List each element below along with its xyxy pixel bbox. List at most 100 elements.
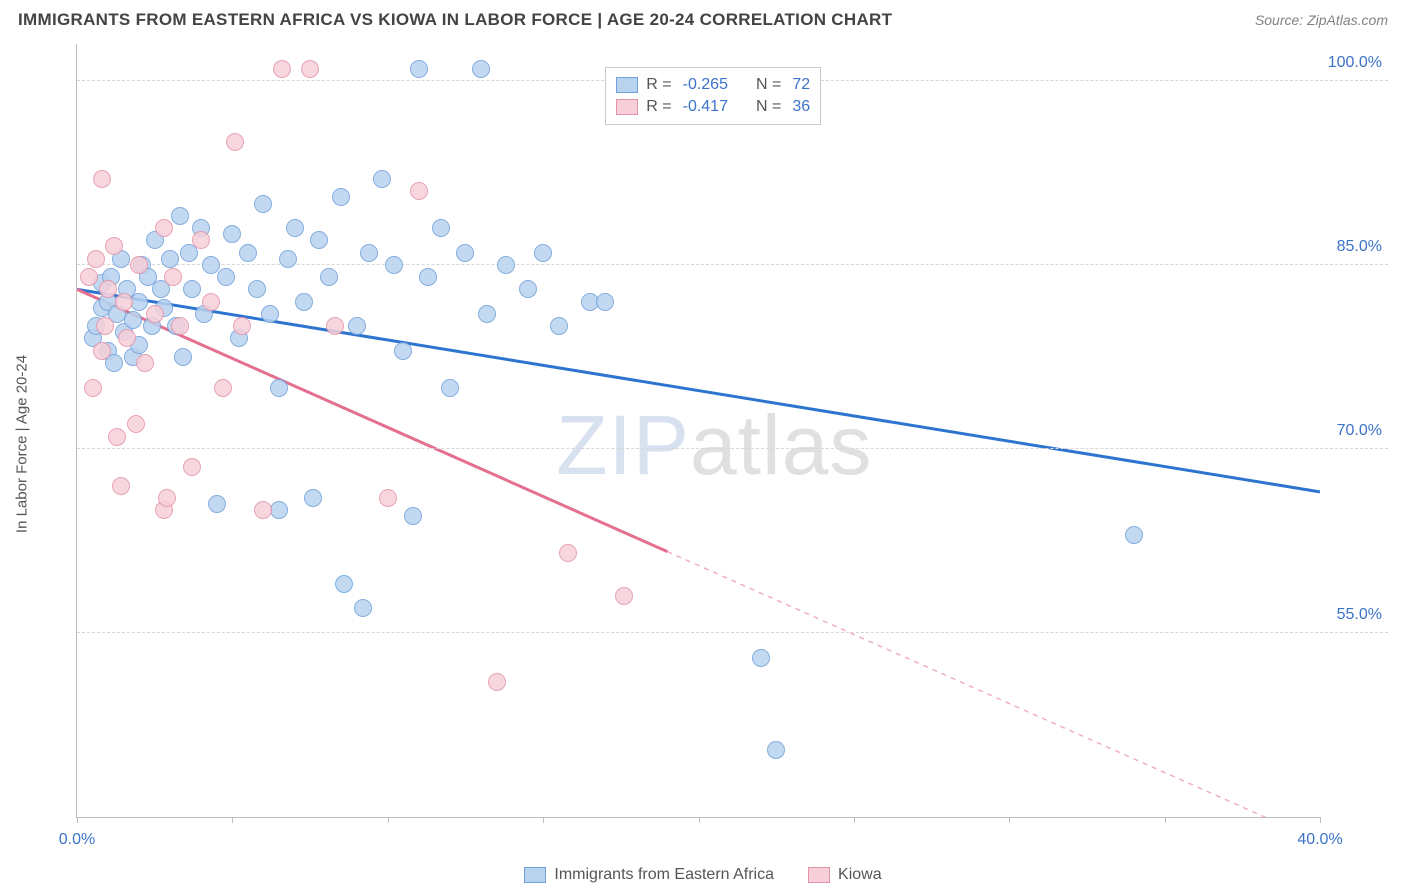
correlation-legend: R =-0.265N =72R =-0.417N =36: [605, 67, 821, 125]
legend-n-label: N =: [756, 98, 781, 116]
data-point: [96, 317, 114, 335]
legend-label-b: Kiowa: [838, 866, 882, 884]
data-point: [112, 477, 130, 495]
data-point: [87, 250, 105, 268]
data-point: [456, 244, 474, 262]
x-tick: [388, 817, 389, 823]
data-point: [183, 280, 201, 298]
data-point: [214, 379, 232, 397]
data-point: [93, 170, 111, 188]
data-point: [354, 599, 372, 617]
watermark-atlas: atlas: [690, 398, 872, 492]
data-point: [432, 219, 450, 237]
plot-area: ZIPatlas 55.0%70.0%85.0%100.0%0.0%40.0%R…: [76, 44, 1320, 818]
data-point: [183, 458, 201, 476]
data-point: [164, 268, 182, 286]
data-point: [419, 268, 437, 286]
data-point: [273, 60, 291, 78]
data-point: [118, 329, 136, 347]
data-point: [534, 244, 552, 262]
data-point: [105, 237, 123, 255]
data-point: [130, 293, 148, 311]
data-point: [559, 544, 577, 562]
legend-row: R =-0.265N =72: [616, 74, 810, 96]
chart-title: IMMIGRANTS FROM EASTERN AFRICA VS KIOWA …: [18, 10, 892, 30]
legend-n-label: N =: [756, 76, 781, 94]
x-tick: [77, 817, 78, 823]
data-point: [472, 60, 490, 78]
x-tick: [699, 817, 700, 823]
legend-r-value: -0.265: [683, 76, 728, 94]
data-point: [155, 219, 173, 237]
data-point: [410, 60, 428, 78]
data-point: [286, 219, 304, 237]
chart-area: In Labor Force | Age 20-24 ZIPatlas 55.0…: [50, 44, 1388, 844]
y-tick-label: 70.0%: [1337, 422, 1382, 440]
data-point: [239, 244, 257, 262]
data-point: [99, 280, 117, 298]
data-point: [171, 317, 189, 335]
data-point: [279, 250, 297, 268]
swatch-icon: [616, 99, 638, 115]
data-point: [217, 268, 235, 286]
data-point: [171, 207, 189, 225]
legend-label-a: Immigrants from Eastern Africa: [554, 866, 774, 884]
data-point: [108, 428, 126, 446]
legend-n-value: 72: [792, 76, 810, 94]
data-point: [270, 501, 288, 519]
legend-item-series-a: Immigrants from Eastern Africa: [524, 866, 774, 884]
data-point: [348, 317, 366, 335]
data-point: [248, 280, 266, 298]
data-point: [202, 293, 220, 311]
data-point: [360, 244, 378, 262]
data-point: [404, 507, 422, 525]
data-point: [441, 379, 459, 397]
data-point: [270, 379, 288, 397]
x-tick-label: 0.0%: [59, 831, 95, 849]
trendlines-svg: [77, 44, 1320, 817]
chart-header: IMMIGRANTS FROM EASTERN AFRICA VS KIOWA …: [0, 0, 1406, 38]
data-point: [332, 188, 350, 206]
data-point: [335, 575, 353, 593]
data-point: [84, 379, 102, 397]
data-point: [124, 311, 142, 329]
swatch-icon: [616, 77, 638, 93]
data-point: [254, 501, 272, 519]
x-tick: [232, 817, 233, 823]
data-point: [295, 293, 313, 311]
data-point: [254, 195, 272, 213]
data-point: [146, 305, 164, 323]
watermark-zip: ZIP: [556, 398, 690, 492]
y-tick-label: 100.0%: [1328, 54, 1382, 72]
data-point: [497, 256, 515, 274]
data-point: [226, 133, 244, 151]
data-point: [550, 317, 568, 335]
data-point: [373, 170, 391, 188]
data-point: [136, 354, 154, 372]
legend-r-label: R =: [646, 98, 671, 116]
data-point: [93, 342, 111, 360]
data-point: [385, 256, 403, 274]
x-tick: [854, 817, 855, 823]
legend-item-series-b: Kiowa: [808, 866, 882, 884]
data-point: [410, 182, 428, 200]
x-tick-label: 40.0%: [1297, 831, 1342, 849]
data-point: [233, 317, 251, 335]
source-label: Source: ZipAtlas.com: [1255, 12, 1388, 28]
legend-row: R =-0.417N =36: [616, 96, 810, 118]
data-point: [174, 348, 192, 366]
data-point: [127, 415, 145, 433]
data-point: [261, 305, 279, 323]
data-point: [301, 60, 319, 78]
data-point: [596, 293, 614, 311]
legend-r-value: -0.417: [683, 98, 728, 116]
data-point: [161, 250, 179, 268]
data-point: [488, 673, 506, 691]
data-point: [615, 587, 633, 605]
x-tick: [543, 817, 544, 823]
data-point: [80, 268, 98, 286]
y-tick-label: 55.0%: [1337, 606, 1382, 624]
data-point: [202, 256, 220, 274]
data-point: [394, 342, 412, 360]
swatch-icon: [808, 867, 830, 883]
